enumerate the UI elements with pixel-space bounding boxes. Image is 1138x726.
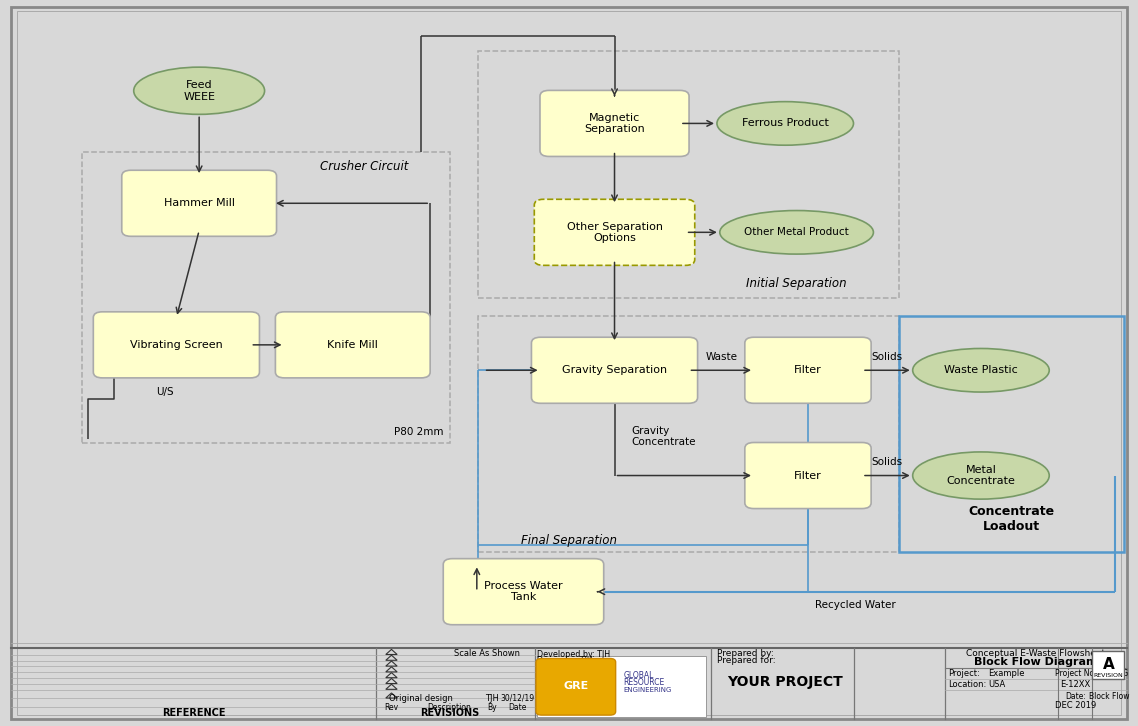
Text: Checked by: RM: Checked by: RM [537, 662, 601, 671]
Text: E-12XX: E-12XX [1061, 680, 1090, 689]
Text: Waste: Waste [706, 351, 737, 362]
Text: Waste Plastic: Waste Plastic [945, 365, 1017, 375]
Text: Original design: Original design [389, 694, 453, 703]
Text: ENGINEERING: ENGINEERING [624, 687, 673, 693]
FancyBboxPatch shape [531, 337, 698, 404]
Text: Description: Description [428, 703, 471, 711]
Text: DEC 2019: DEC 2019 [1055, 701, 1096, 710]
FancyBboxPatch shape [93, 312, 259, 378]
Text: Project:: Project: [948, 669, 980, 677]
Text: Crusher Circuit: Crusher Circuit [320, 160, 409, 174]
Text: Other Separation
Options: Other Separation Options [567, 221, 662, 243]
Text: DRAWING: DRAWING [1091, 669, 1128, 677]
Text: Vibrating Screen: Vibrating Screen [130, 340, 223, 350]
Text: RESOURCE: RESOURCE [624, 678, 665, 687]
FancyBboxPatch shape [744, 442, 871, 508]
Text: Drawn by: TJH: Drawn by: TJH [537, 656, 593, 665]
FancyBboxPatch shape [539, 91, 690, 156]
Text: Scale As Shown: Scale As Shown [454, 649, 520, 658]
FancyBboxPatch shape [537, 656, 706, 717]
Text: By: By [487, 703, 496, 711]
Text: Conceptual E-Waste Flowsheet: Conceptual E-Waste Flowsheet [966, 649, 1105, 658]
Text: Filter: Filter [794, 470, 822, 481]
FancyBboxPatch shape [535, 199, 694, 265]
FancyBboxPatch shape [1092, 651, 1124, 679]
Text: Solids: Solids [872, 351, 902, 362]
Text: USA: USA [988, 680, 1005, 689]
Text: Metal
Concentrate: Metal Concentrate [947, 465, 1015, 486]
FancyBboxPatch shape [744, 337, 871, 404]
Text: Process Water
Tank: Process Water Tank [484, 581, 563, 603]
Text: Prepared by:: Prepared by: [717, 649, 774, 658]
Text: Date:: Date: [1065, 693, 1086, 701]
Text: Example: Example [988, 669, 1024, 677]
Text: YOUR PROJECT: YOUR PROJECT [727, 675, 843, 690]
Ellipse shape [133, 67, 264, 114]
Ellipse shape [717, 102, 854, 145]
FancyBboxPatch shape [275, 312, 430, 378]
Text: Other Metal Product: Other Metal Product [744, 227, 849, 237]
Text: Knife Mill: Knife Mill [328, 340, 378, 350]
Text: Recycled Water: Recycled Water [815, 600, 896, 611]
Text: U/S: U/S [156, 386, 174, 396]
Ellipse shape [719, 211, 874, 254]
Text: Date: Date [509, 703, 527, 711]
Text: Feed
WEEE: Feed WEEE [183, 80, 215, 102]
Text: REVISION: REVISION [1094, 673, 1123, 677]
Text: Project No.: Project No. [1055, 669, 1096, 677]
Text: P80 2mm: P80 2mm [395, 427, 444, 437]
Text: GRE: GRE [563, 681, 588, 691]
Text: O/S: O/S [406, 320, 424, 330]
Text: A: A [1103, 657, 1114, 672]
Text: Approved by: TJH: Approved by: TJH [537, 668, 605, 677]
Text: Solids: Solids [872, 457, 902, 467]
Text: Gravity
Concentrate: Gravity Concentrate [632, 425, 696, 447]
Text: Hammer Mill: Hammer Mill [164, 198, 234, 208]
Ellipse shape [913, 348, 1049, 392]
Text: Filter: Filter [794, 365, 822, 375]
Text: Block Flow Diagram: Block Flow Diagram [974, 657, 1097, 667]
FancyBboxPatch shape [122, 171, 277, 237]
Text: GLOBAL: GLOBAL [624, 671, 654, 680]
Text: REVISIONS: REVISIONS [420, 708, 479, 718]
FancyBboxPatch shape [444, 559, 603, 624]
Ellipse shape [913, 452, 1049, 499]
Text: Initial Separation: Initial Separation [747, 277, 847, 290]
Text: 30/12/19: 30/12/19 [501, 694, 535, 703]
Text: Concentrate
Loadout: Concentrate Loadout [968, 505, 1055, 533]
Text: Final Separation: Final Separation [521, 534, 617, 547]
Text: Block Flow: Block Flow [1089, 693, 1130, 701]
Text: Magnetic
Separation: Magnetic Separation [584, 113, 645, 134]
Text: Gravity Separation: Gravity Separation [562, 365, 667, 375]
Text: Developed by: TJH: Developed by: TJH [537, 650, 610, 659]
Text: Ferrous Product: Ferrous Product [742, 118, 828, 129]
Text: Rev: Rev [385, 703, 398, 711]
FancyBboxPatch shape [536, 658, 616, 715]
Text: Prepared for:: Prepared for: [717, 656, 776, 665]
Text: TJH: TJH [485, 694, 498, 703]
Text: REFERENCE: REFERENCE [162, 708, 225, 718]
Text: Location:: Location: [948, 680, 987, 689]
